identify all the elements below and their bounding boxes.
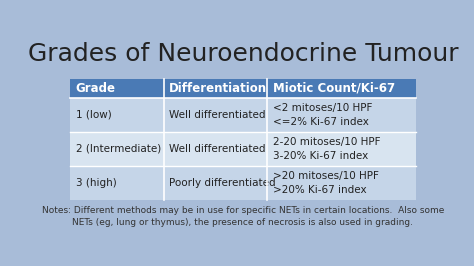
FancyBboxPatch shape (70, 79, 416, 98)
Text: >20 mitoses/10 HPF
>20% Ki-67 index: >20 mitoses/10 HPF >20% Ki-67 index (273, 171, 378, 195)
Text: Well differentiated: Well differentiated (169, 144, 265, 154)
Text: <2 mitoses/10 HPF
<=2% Ki-67 index: <2 mitoses/10 HPF <=2% Ki-67 index (273, 103, 372, 127)
FancyBboxPatch shape (70, 98, 416, 132)
Text: 2-20 mitoses/10 HPF
3-20% Ki-67 index: 2-20 mitoses/10 HPF 3-20% Ki-67 index (273, 137, 380, 161)
Text: Grade: Grade (76, 82, 116, 95)
Text: 1 (low): 1 (low) (76, 110, 111, 120)
Text: 3 (high): 3 (high) (76, 178, 117, 188)
Text: Miotic Count/Ki-67: Miotic Count/Ki-67 (273, 82, 395, 95)
Text: Differentiation: Differentiation (169, 82, 267, 95)
Text: Poorly differentiated: Poorly differentiated (169, 178, 276, 188)
Text: Well differentiated: Well differentiated (169, 110, 265, 120)
Text: Grades of Neuroendocrine Tumour: Grades of Neuroendocrine Tumour (27, 42, 458, 66)
FancyBboxPatch shape (70, 132, 416, 166)
Text: Notes: Different methods may be in use for specific NETs in certain locations.  : Notes: Different methods may be in use f… (42, 206, 444, 227)
Text: 2 (Intermediate): 2 (Intermediate) (76, 144, 161, 154)
FancyBboxPatch shape (70, 166, 416, 200)
